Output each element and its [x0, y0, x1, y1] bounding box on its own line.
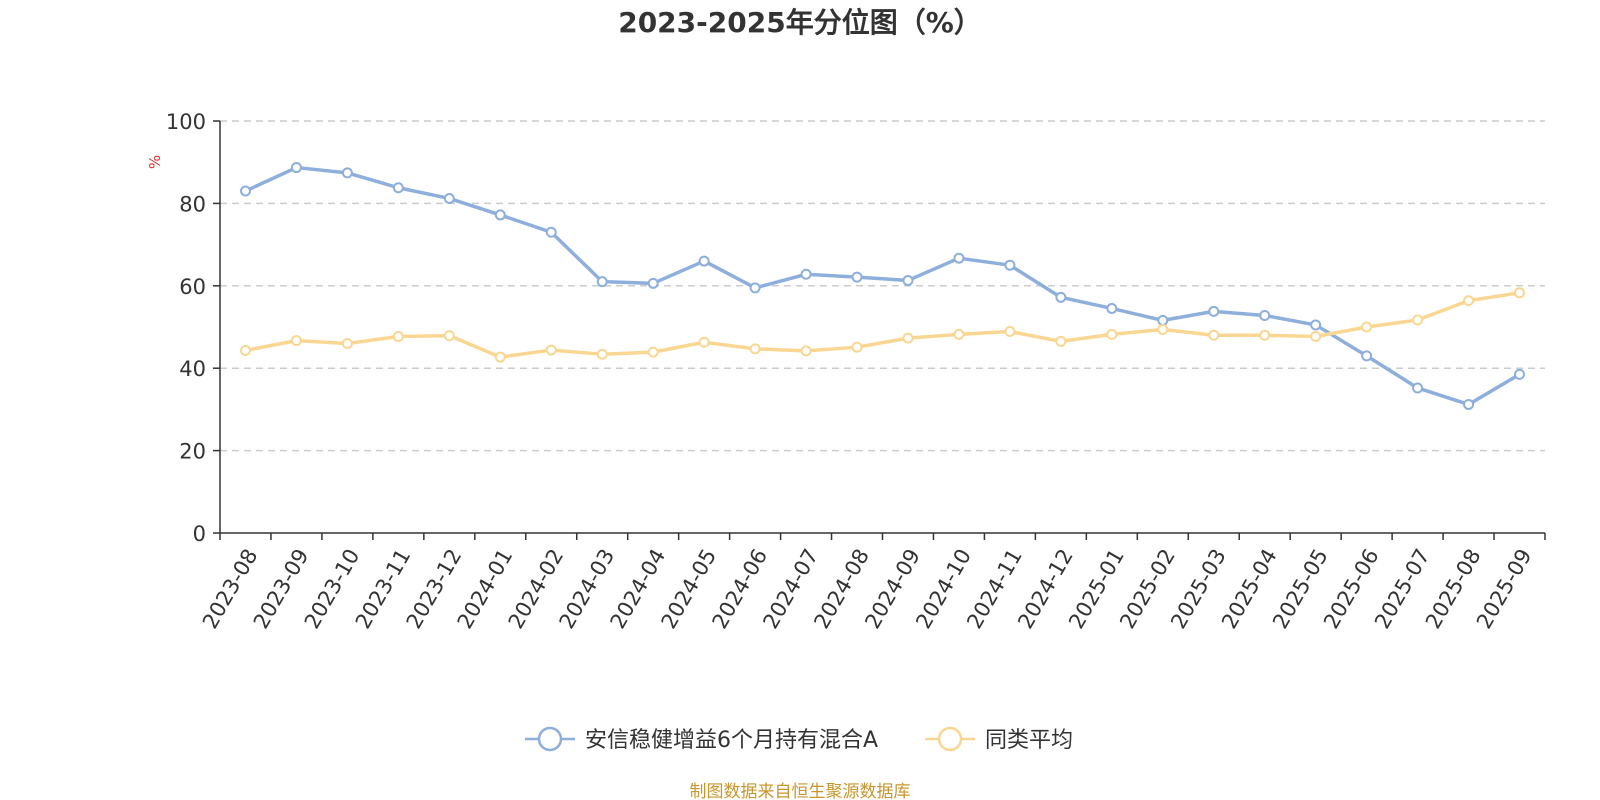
- data-point[interactable]: [647, 277, 659, 289]
- y-tick-label: 40: [179, 357, 206, 381]
- series-0: [239, 162, 1526, 410]
- y-axis-ticks: 0 20 40 60 80 100: [166, 110, 220, 546]
- data-point[interactable]: [239, 344, 251, 356]
- legend: 安信稳健增益6个月持有混合A 同类平均: [525, 726, 1073, 753]
- data-point[interactable]: [341, 337, 353, 349]
- data-point[interactable]: [749, 282, 761, 294]
- legend-fund-label: 安信稳健增益6个月持有混合A: [585, 728, 878, 753]
- series-1: [239, 287, 1526, 363]
- data-point[interactable]: [596, 348, 608, 360]
- data-point[interactable]: [1361, 321, 1373, 333]
- data-point[interactable]: [1157, 323, 1169, 335]
- data-point[interactable]: [1259, 309, 1271, 321]
- data-point[interactable]: [1055, 335, 1067, 347]
- legend-item-peer-average[interactable]: 同类平均: [925, 726, 1073, 753]
- data-point[interactable]: [698, 336, 710, 348]
- data-point[interactable]: [1463, 398, 1475, 410]
- y-tick-label: 0: [193, 522, 206, 546]
- data-point[interactable]: [1514, 368, 1526, 380]
- data-point[interactable]: [1004, 259, 1016, 271]
- data-point[interactable]: [953, 252, 965, 264]
- data-point[interactable]: [1055, 291, 1067, 303]
- data-point[interactable]: [1463, 295, 1475, 307]
- data-point[interactable]: [953, 328, 965, 340]
- legend-peer-average-marker: [937, 726, 963, 752]
- legend-fund-marker: [537, 726, 563, 752]
- y-tick-label: 80: [179, 192, 206, 216]
- data-point[interactable]: [800, 268, 812, 280]
- y-axis-unit-label: %: [146, 155, 164, 169]
- data-point[interactable]: [1208, 305, 1220, 317]
- legend-item-fund[interactable]: 安信稳健增益6个月持有混合A: [525, 726, 878, 753]
- axes: [219, 121, 1545, 534]
- x-axis-ticks: 2023-082023-092023-102023-112023-122024-…: [198, 533, 1546, 633]
- data-point[interactable]: [1412, 314, 1424, 326]
- series-group: [239, 162, 1526, 410]
- data-point[interactable]: [851, 271, 863, 283]
- series-line: [243, 165, 1522, 407]
- data-point[interactable]: [341, 167, 353, 179]
- data-point[interactable]: [698, 255, 710, 267]
- data-point[interactable]: [1310, 319, 1322, 331]
- data-point[interactable]: [1004, 326, 1016, 338]
- data-point[interactable]: [1412, 382, 1424, 394]
- data-point[interactable]: [1259, 329, 1271, 341]
- legend-peer-average-label: 同类平均: [985, 728, 1073, 753]
- chart-title: 2023-2025年分位图（%）: [618, 6, 982, 39]
- data-point[interactable]: [545, 226, 557, 238]
- data-point[interactable]: [239, 185, 251, 197]
- data-point[interactable]: [545, 344, 557, 356]
- data-point[interactable]: [902, 332, 914, 344]
- grid-lines: [220, 120, 1545, 452]
- y-tick-label: 100: [166, 110, 206, 134]
- y-tick-label: 20: [179, 440, 206, 464]
- data-point[interactable]: [290, 335, 302, 347]
- data-point[interactable]: [1106, 302, 1118, 314]
- data-point[interactable]: [647, 346, 659, 358]
- data-point[interactable]: [596, 276, 608, 288]
- data-point[interactable]: [749, 343, 761, 355]
- series-line: [243, 291, 1522, 359]
- data-point[interactable]: [443, 192, 455, 204]
- data-point[interactable]: [1310, 330, 1322, 342]
- data-point[interactable]: [1106, 328, 1118, 340]
- data-point[interactable]: [290, 162, 302, 174]
- data-point[interactable]: [392, 182, 404, 194]
- data-point[interactable]: [1208, 329, 1220, 341]
- data-point[interactable]: [1514, 287, 1526, 299]
- y-tick-label: 60: [179, 275, 206, 299]
- data-point[interactable]: [800, 345, 812, 357]
- data-point[interactable]: [443, 330, 455, 342]
- data-point[interactable]: [851, 341, 863, 353]
- data-point[interactable]: [494, 351, 506, 363]
- data-point[interactable]: [392, 330, 404, 342]
- data-point[interactable]: [494, 209, 506, 221]
- data-point[interactable]: [902, 274, 914, 286]
- data-point[interactable]: [1157, 314, 1169, 326]
- data-point[interactable]: [1361, 350, 1373, 362]
- data-source-note: 制图数据来自恒生聚源数据库: [690, 782, 911, 800]
